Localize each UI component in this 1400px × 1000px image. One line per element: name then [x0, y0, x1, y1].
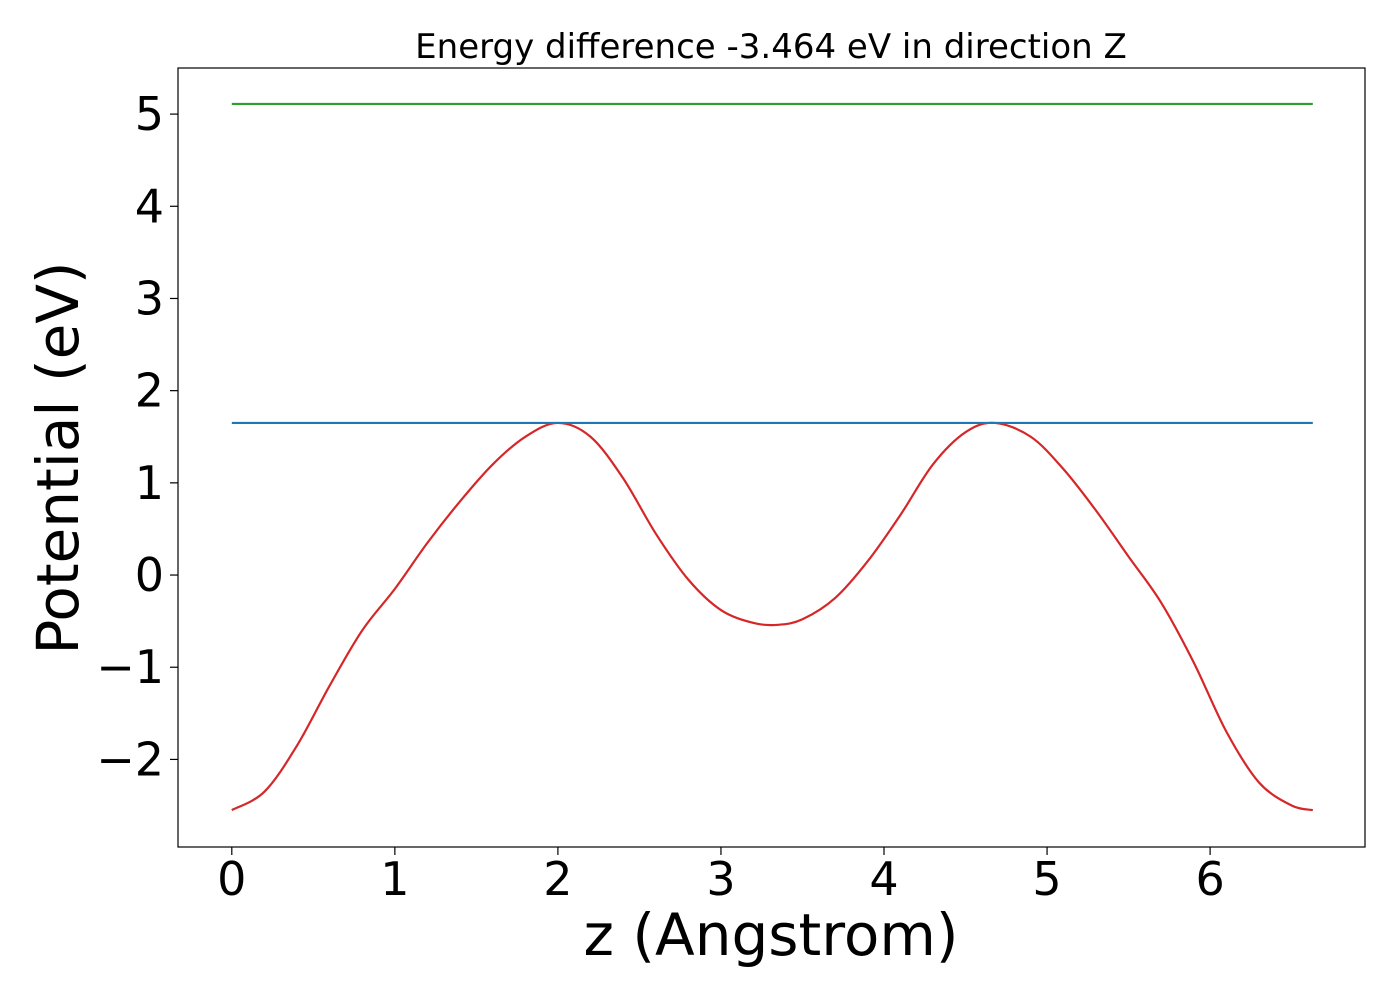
x-axis-label: z (Angstrom)	[584, 901, 959, 969]
y-tick-label: 1	[135, 456, 164, 510]
x-tick-label: 5	[1032, 852, 1061, 906]
y-tick-label: 5	[135, 87, 164, 141]
chart-title: Energy difference -3.464 eV in direction…	[415, 27, 1127, 67]
series-line-0	[231, 421, 1314, 812]
y-tick-label: 3	[135, 271, 164, 325]
plot-frame	[177, 67, 1366, 848]
y-tick-label: −1	[96, 640, 164, 694]
series-layer	[231, 102, 1314, 812]
x-tick-label: 0	[217, 852, 246, 906]
y-tick-label: −2	[96, 732, 164, 786]
y-tick-label: 0	[135, 548, 164, 602]
y-tick-label: 4	[135, 179, 164, 233]
x-tick-label: 3	[706, 852, 735, 906]
x-tick-label: 2	[543, 852, 572, 906]
x-tick-label: 6	[1195, 852, 1224, 906]
y-axis-label: Potential (eV)	[24, 261, 92, 654]
x-tick-label: 1	[380, 852, 409, 906]
x-axis: 0 1 2 3 4 5 6	[217, 847, 1225, 906]
y-tick-label: 2	[135, 364, 164, 418]
x-tick-label: 4	[869, 852, 898, 906]
y-axis: −2 −1 0 1 2 3 4 5	[96, 87, 178, 786]
